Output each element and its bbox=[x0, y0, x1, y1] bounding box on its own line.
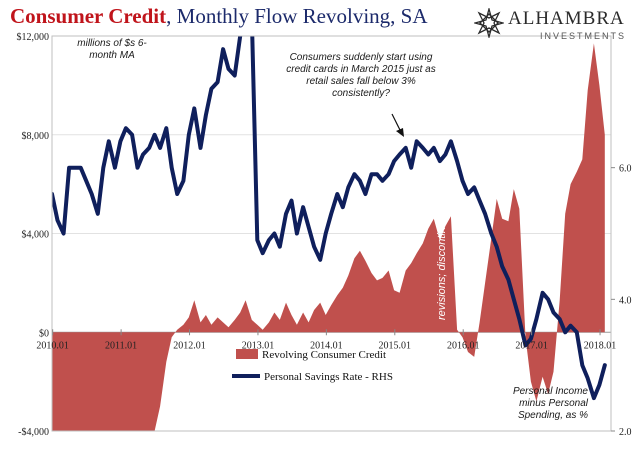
arrow-shaft bbox=[391, 113, 402, 133]
y-left-tick-label: -$4,000 bbox=[18, 427, 49, 438]
y-right-tick-label: 6.0 bbox=[619, 164, 632, 175]
x-tick-label: 2018.01 bbox=[584, 340, 617, 351]
y-left-tick-label: $4,000 bbox=[22, 230, 50, 241]
legend-swatch-credit bbox=[236, 349, 258, 359]
series-revolving-credit-area bbox=[52, 43, 605, 431]
series-savings-rate-line bbox=[52, 36, 607, 401]
revisions-annotation: revisions; discontinuity bbox=[436, 208, 448, 320]
title-rest: , Monthly Flow Revolving, SA bbox=[166, 4, 428, 28]
y-right-tick-label: 4.0 bbox=[619, 295, 632, 306]
x-tick-label: 2015.01 bbox=[379, 340, 412, 351]
income-note: Personal Income minus Personal Spending,… bbox=[512, 386, 588, 421]
legend: Revolving Consumer Credit Personal Saving… bbox=[232, 349, 393, 383]
x-tick-label: 2011.01 bbox=[105, 340, 137, 351]
tick-labels: -$4,000 $0 $4,000 $8,000 $12,000 2.0 4.0 6.0 201… bbox=[17, 32, 632, 438]
x-tick-label: 2016.01 bbox=[447, 340, 480, 351]
legend-label-credit: Revolving Consumer Credit bbox=[262, 349, 386, 361]
units-note: millions of $s 6- month MA bbox=[77, 38, 147, 61]
title-bold: Consumer Credit bbox=[10, 4, 167, 28]
axes bbox=[51, 35, 615, 432]
compass-star-icon bbox=[474, 8, 504, 38]
y-left-tick-label: $0 bbox=[39, 328, 49, 339]
logo-name: ALHAMBRA bbox=[508, 8, 625, 29]
arrow-head bbox=[396, 128, 404, 137]
annotation-arrow bbox=[391, 113, 404, 137]
savings-line-layer bbox=[52, 36, 607, 401]
x-tick-label: 2012.01 bbox=[173, 340, 206, 351]
legend-label-savings: Personal Savings Rate - RHS bbox=[264, 371, 393, 383]
logo-sub: INVESTMENTS bbox=[540, 31, 627, 41]
plot-frame bbox=[51, 35, 612, 432]
y-right-tick-label: 2.0 bbox=[619, 427, 632, 438]
y-left-tick-label: $8,000 bbox=[22, 131, 50, 142]
credit-area-layer bbox=[52, 43, 605, 431]
y-left-tick-label: $12,000 bbox=[17, 32, 50, 43]
chart-title: Consumer Credit, Monthly Flow Revolving,… bbox=[10, 4, 428, 29]
x-tick-label: 2013.01 bbox=[242, 340, 275, 351]
x-tick-label: 2010.01 bbox=[36, 340, 69, 351]
x-tick-label: 2014.01 bbox=[310, 340, 343, 351]
march-2015-annotation: Consumers suddenly start using credit ca… bbox=[286, 52, 436, 99]
x-tick-label: 2017.01 bbox=[515, 340, 548, 351]
